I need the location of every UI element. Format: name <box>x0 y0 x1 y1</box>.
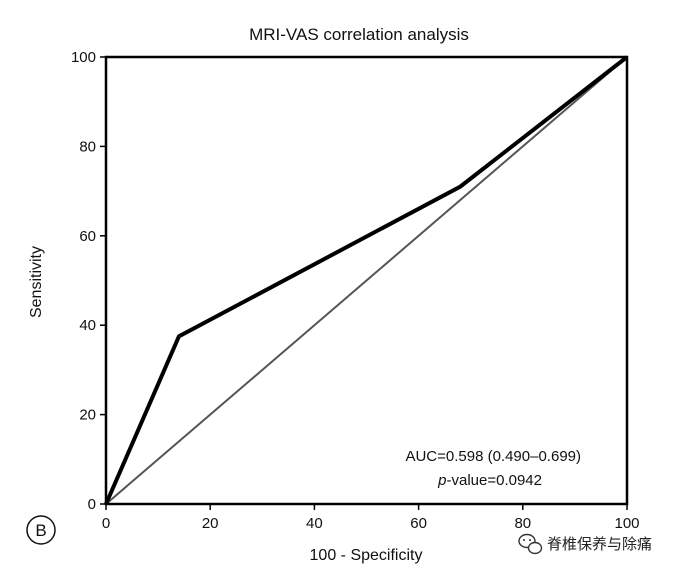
y-axis: 0 20 40 60 80 100 <box>71 49 106 513</box>
plot-frame <box>104 55 629 506</box>
auc-annotation: AUC=0.598 (0.490–0.699) <box>405 448 581 465</box>
panel-label-circle <box>26 515 56 545</box>
x-tick-label: 100 <box>614 515 639 532</box>
x-tick-label: 60 <box>410 515 427 532</box>
panel-label-letter: B <box>35 521 46 540</box>
x-tick-label: 20 <box>202 515 219 532</box>
x-axis-label: 100 - Specificity <box>310 547 423 564</box>
y-tick-label: 20 <box>79 407 96 424</box>
watermark: 脊椎保养与除痛 <box>518 533 652 555</box>
y-axis-label: Sensitivity <box>28 246 45 318</box>
roc-curve <box>104 55 629 505</box>
p-value-prefix: p <box>437 472 446 489</box>
watermark-text: 脊椎保养与除痛 <box>547 535 652 553</box>
reference-line <box>105 56 628 505</box>
x-tick-label: 0 <box>102 515 110 532</box>
p-value-rest: -value=0.0942 <box>447 472 543 489</box>
wechat-icon <box>518 533 543 555</box>
y-tick-label: 60 <box>79 228 96 245</box>
x-axis: 0 20 40 60 80 100 <box>102 504 640 532</box>
y-tick-label: 40 <box>79 317 96 334</box>
y-tick-label: 0 <box>88 496 96 513</box>
x-tick-label: 40 <box>306 515 323 532</box>
x-tick-label: 80 <box>514 515 531 532</box>
y-tick-label: 100 <box>71 49 96 66</box>
y-tick-label: 80 <box>79 138 96 155</box>
p-value-annotation: p-value=0.0942 <box>437 472 542 489</box>
panel-label: B <box>26 515 56 545</box>
chart-title: MRI-VAS correlation analysis <box>249 25 469 44</box>
